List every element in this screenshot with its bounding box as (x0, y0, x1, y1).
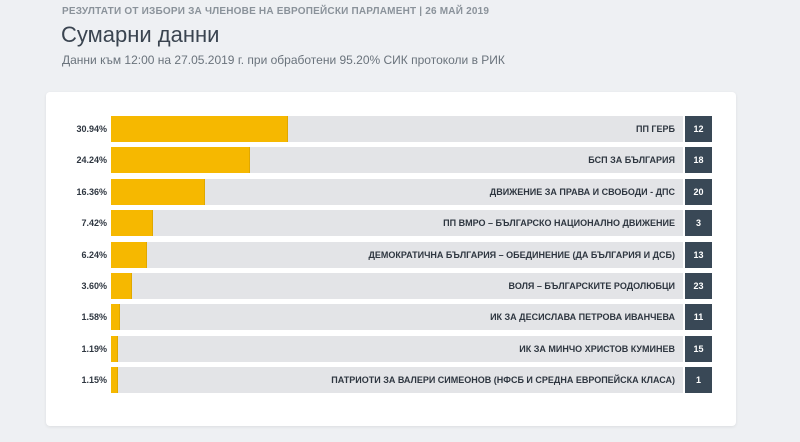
number-badge: 20 (685, 178, 712, 205)
percent-label: 1.58% (81, 312, 107, 323)
number-badge: 23 (685, 273, 712, 299)
result-row: 6.24% ДЕМОКРАТИЧНА БЪЛГАРИЯ – ОБЕДИНЕНИЕ … (46, 241, 736, 268)
percent-label: 3.60% (81, 281, 107, 291)
percent-label: 16.36% (76, 186, 107, 197)
number-badge: 18 (685, 147, 712, 174)
percent-label: 30.94% (76, 124, 107, 134)
number-badge: 1 (685, 367, 712, 394)
number-badge: 3 (685, 210, 712, 237)
bar-track: ДЕМОКРАТИЧНА БЪЛГАРИЯ – ОБЕДИНЕНИЕ (ДА Б… (111, 241, 683, 268)
party-name: ДЕМОКРАТИЧНА БЪЛГАРИЯ – ОБЕДИНЕНИЕ (ДА Б… (368, 249, 675, 260)
result-row: 1.15% ПАТРИОТИ ЗА ВАЛЕРИ СИМЕОНОВ (НФСБ И… (46, 367, 736, 394)
page-title: Сумарни данни (61, 22, 220, 47)
party-name: ПП ГЕРБ (635, 124, 675, 134)
party-name: БСП ЗА БЪЛГАРИЯ (588, 155, 675, 166)
result-row: 30.94% ПП ГЕРБ 12 (46, 116, 736, 142)
number-badge: 15 (685, 335, 712, 362)
result-row: 1.58% ИК ЗА ДЕСИСЛАВА ПЕТРОВА ИВАНЧЕВА 11 (46, 304, 736, 331)
party-name: ИК ЗА ДЕСИСЛАВА ПЕТРОВА ИВАНЧЕВА (490, 312, 675, 323)
percent-label: 1.15% (81, 375, 107, 386)
bar-fill (111, 210, 154, 237)
result-row: 24.24% БСП ЗА БЪЛГАРИЯ 18 (46, 147, 736, 174)
party-name: ПАТРИОТИ ЗА ВАЛЕРИ СИМЕОНОВ (НФСБ И СРЕД… (331, 375, 675, 386)
page-topline: РЕЗУЛТАТИ ОТ ИЗБОРИ ЗА ЧЛЕНОВЕ НА ЕВРОПЕ… (62, 6, 490, 17)
bar-fill (111, 304, 121, 331)
bar-fill (111, 116, 288, 142)
page-subtitle: Данни към 12:00 на 27.05.2019 г. при обр… (62, 53, 505, 67)
result-row: 7.42% ПП ВМРО – БЪЛГАРСКО НАЦИОНАЛНО ДВИЖ… (46, 210, 736, 237)
result-row: 3.60% ВОЛЯ – БЪЛГАРСКИТЕ РОДОЛЮБЦИ 23 (46, 273, 736, 299)
bar-track: ИК ЗА МИНЧО ХРИСТОВ КУМИНЕВ (111, 335, 683, 362)
number-badge: 12 (685, 116, 712, 142)
party-name: ИК ЗА МИНЧО ХРИСТОВ КУМИНЕВ (519, 343, 675, 354)
party-name: ВОЛЯ – БЪЛГАРСКИТЕ РОДОЛЮБЦИ (508, 281, 675, 291)
bar-track: БСП ЗА БЪЛГАРИЯ (111, 147, 683, 174)
bar-track: ВОЛЯ – БЪЛГАРСКИТЕ РОДОЛЮБЦИ (111, 273, 683, 299)
bar-fill (111, 367, 118, 394)
bar-fill (111, 335, 118, 362)
bar-track: ИК ЗА ДЕСИСЛАВА ПЕТРОВА ИВАНЧЕВА (111, 304, 683, 331)
bar-track: ПП ВМРО – БЪЛГАРСКО НАЦИОНАЛНО ДВИЖЕНИЕ (111, 210, 683, 237)
party-name: ПП ВМРО – БЪЛГАРСКО НАЦИОНАЛНО ДВИЖЕНИЕ (443, 218, 675, 229)
number-badge: 11 (685, 304, 712, 331)
bar-fill (111, 147, 250, 174)
bar-fill (111, 241, 147, 268)
number-badge: 13 (685, 241, 712, 268)
percent-label: 7.42% (81, 218, 107, 229)
bar-track: ПП ГЕРБ (111, 116, 683, 142)
percent-label: 1.19% (81, 343, 107, 354)
party-name: ДВИЖЕНИЕ ЗА ПРАВА И СВОБОДИ - ДПС (489, 186, 675, 197)
bar-fill (111, 178, 205, 205)
percent-label: 6.24% (81, 249, 107, 260)
bar-track: ПАТРИОТИ ЗА ВАЛЕРИ СИМЕОНОВ (НФСБ И СРЕД… (111, 367, 683, 394)
bar-fill (111, 273, 132, 299)
bar-track: ДВИЖЕНИЕ ЗА ПРАВА И СВОБОДИ - ДПС (111, 178, 683, 205)
result-row: 16.36% ДВИЖЕНИЕ ЗА ПРАВА И СВОБОДИ - ДПС 2… (46, 178, 736, 205)
result-row: 1.19% ИК ЗА МИНЧО ХРИСТОВ КУМИНЕВ 15 (46, 335, 736, 362)
results-card: 30.94% ПП ГЕРБ 12 24.24% БСП ЗА БЪЛГАРИЯ 18 16… (46, 92, 736, 426)
percent-label: 24.24% (76, 155, 107, 166)
